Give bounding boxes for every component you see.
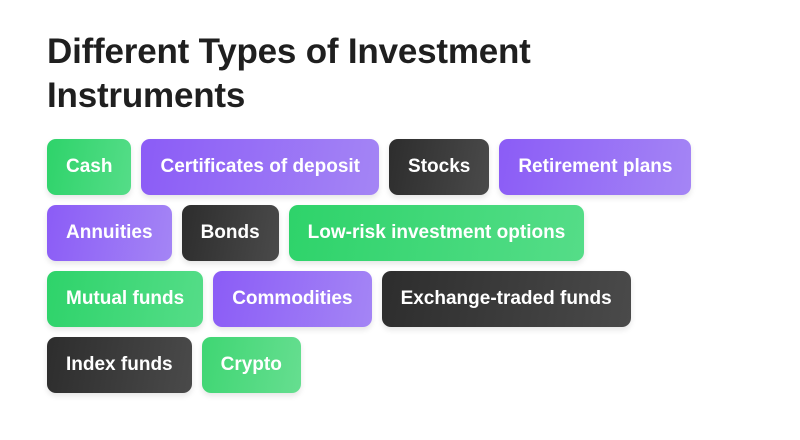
tag-retirement-plans: Retirement plans — [499, 139, 692, 195]
tag-stocks: Stocks — [389, 139, 490, 195]
tag-commodities: Commodities — [213, 271, 372, 327]
tag-crypto: Crypto — [201, 337, 301, 393]
tag-cash: Cash — [47, 139, 132, 195]
tag-mutual-funds: Mutual funds — [47, 271, 204, 327]
tag-row-2: Annuities Bonds Low-risk investment opti… — [47, 205, 767, 261]
instrument-tags: Cash Certificates of deposit Stocks Reti… — [47, 139, 767, 403]
tag-row-4: Index funds Crypto — [47, 337, 767, 393]
tag-bonds: Bonds — [181, 205, 279, 261]
page-title: Different Types of Investment Instrument… — [47, 32, 531, 115]
tag-row-1: Cash Certificates of deposit Stocks Reti… — [47, 139, 767, 195]
tag-index-funds: Index funds — [47, 337, 192, 393]
tag-low-risk-investment-options: Low-risk investment options — [288, 205, 585, 261]
tag-row-3: Mutual funds Commodities Exchange-traded… — [47, 271, 767, 327]
tag-exchange-traded-funds: Exchange-traded funds — [381, 271, 631, 327]
tag-certificates-of-deposit: Certificates of deposit — [141, 139, 380, 195]
tag-annuities: Annuities — [47, 205, 172, 261]
